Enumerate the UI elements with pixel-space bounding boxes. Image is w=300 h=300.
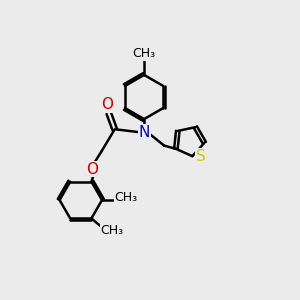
Text: O: O [101,98,113,112]
Text: CH₃: CH₃ [133,47,156,60]
Text: S: S [196,149,206,164]
Text: N: N [138,125,150,140]
Text: CH₃: CH₃ [100,224,124,237]
Text: O: O [87,162,99,177]
Text: CH₃: CH₃ [115,191,138,204]
